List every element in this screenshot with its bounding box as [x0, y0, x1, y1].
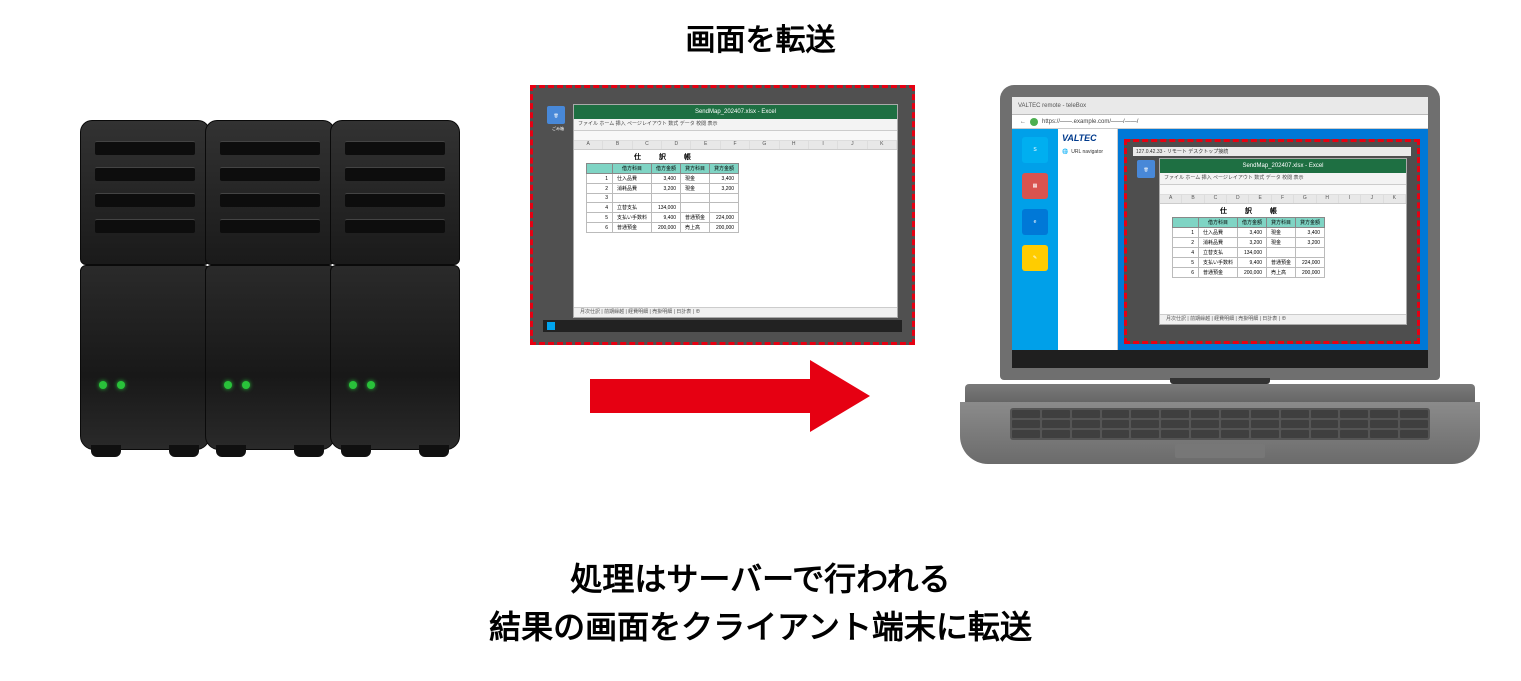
- server-tower: [205, 120, 335, 450]
- hdd-led-icon: [117, 381, 125, 389]
- excel-ribbon-tools: [574, 131, 897, 141]
- journal-table: 借方科目借方金額貸方科目貸方金額 1仕入品費3,400現金3,400 2消耗品費…: [586, 163, 739, 233]
- windows-taskbar: [543, 320, 902, 332]
- journal-table: 借方科目借方金額貸方科目貸方金額 1仕入品費3,400現金3,400 2消耗品費…: [1172, 217, 1325, 278]
- desktop-icon-column: S ▦ e ✎: [1012, 129, 1058, 350]
- remote-desktop-window: 127.0.42.33 - リモート デスクトップ接続 🗑 SendMap_20…: [1124, 139, 1420, 344]
- back-icon: ←: [1020, 119, 1026, 125]
- server-group: [80, 120, 460, 450]
- valtec-logo: VALTEC: [1058, 129, 1117, 147]
- diagram-title-top: 画面を転送: [686, 15, 836, 59]
- recycle-bin-icon: 🗑: [1137, 160, 1155, 178]
- client-laptop: VALTEC remote - teleBox ← https://——.exa…: [960, 85, 1480, 464]
- excel-titlebar: SendMap_202407.xlsx - Excel: [695, 109, 776, 115]
- keyboard-icon: [1010, 408, 1430, 440]
- url-text: https://——.example.com/——/——/: [1042, 119, 1138, 125]
- browser-address-bar: ← https://——.example.com/——/——/: [1012, 115, 1428, 129]
- windows-icon: [547, 322, 555, 330]
- app-icon: ▦: [1022, 173, 1048, 199]
- recycle-bin-label: ごみ箱: [545, 126, 571, 132]
- remote-titlebar: 127.0.42.33 - リモート デスクトップ接続: [1133, 147, 1411, 156]
- sheet-tabs: 月次仕訳 | 前期繰越 | 経費明細 | 売掛明細 | 日計表 | ⊕: [574, 307, 897, 317]
- transferred-screen-panel: 🗑 ごみ箱 SendMap_202407.xlsx - Excel ファイル ホ…: [530, 85, 915, 345]
- browser-tab-bar: VALTEC remote - teleBox: [1012, 97, 1428, 115]
- server-desktop: 🗑 ごみ箱 SendMap_202407.xlsx - Excel ファイル ホ…: [543, 98, 902, 332]
- server-tower: [80, 120, 210, 450]
- excel-window: SendMap_202407.xlsx - Excel ファイル ホーム 挿入 …: [573, 104, 898, 318]
- lock-icon: [1030, 118, 1038, 126]
- laptop-lid: VALTEC remote - teleBox ← https://——.exa…: [1000, 85, 1440, 380]
- excel-ribbon-tabs: ファイル ホーム 挿入 ページレイアウト 数式 データ 校閲 表示: [1160, 173, 1406, 185]
- excel-titlebar: SendMap_202407.xlsx - Excel: [1242, 163, 1323, 169]
- browser-tab-title: VALTEC remote - teleBox: [1018, 103, 1086, 109]
- caption-line-1: 処理はサーバーで行われる: [489, 555, 1032, 603]
- edge-icon: e: [1022, 209, 1048, 235]
- nav-url-item: 🌐URL navigator: [1058, 147, 1117, 157]
- trackpad: [1175, 444, 1265, 458]
- caption-line-2: 結果の画面をクライアント端末に転送: [489, 603, 1032, 651]
- power-led-icon: [99, 381, 107, 389]
- sheet-doc-title: 仕 訳 帳: [634, 152, 699, 162]
- diagram-caption: 処理はサーバーで行われる 結果の画面をクライアント端末に転送: [489, 555, 1032, 651]
- globe-icon: 🌐: [1062, 149, 1068, 155]
- laptop-screen: VALTEC remote - teleBox ← https://——.exa…: [1012, 97, 1428, 368]
- transfer-arrow-icon: [590, 360, 870, 432]
- skype-icon: S: [1022, 137, 1048, 163]
- valtec-sidebar: VALTEC 🌐URL navigator: [1058, 129, 1118, 350]
- recycle-bin-icon: 🗑: [547, 106, 565, 124]
- note-icon: ✎: [1022, 245, 1048, 271]
- excel-ribbon-tabs: ファイル ホーム 挿入 ページレイアウト 数式 データ 校閲 表示: [574, 119, 897, 131]
- column-headers: ABCDEFGHIJK: [574, 141, 897, 150]
- windows-taskbar: [1012, 350, 1428, 368]
- remote-excel-window: SendMap_202407.xlsx - Excel ファイル ホーム 挿入 …: [1159, 158, 1407, 325]
- laptop-deck: [960, 402, 1480, 464]
- excel-sheet: ABCDEFGHIJK 仕 訳 帳 借方科目借方金額貸方科目貸方金額 1仕入品費…: [574, 141, 897, 317]
- server-tower: [330, 120, 460, 450]
